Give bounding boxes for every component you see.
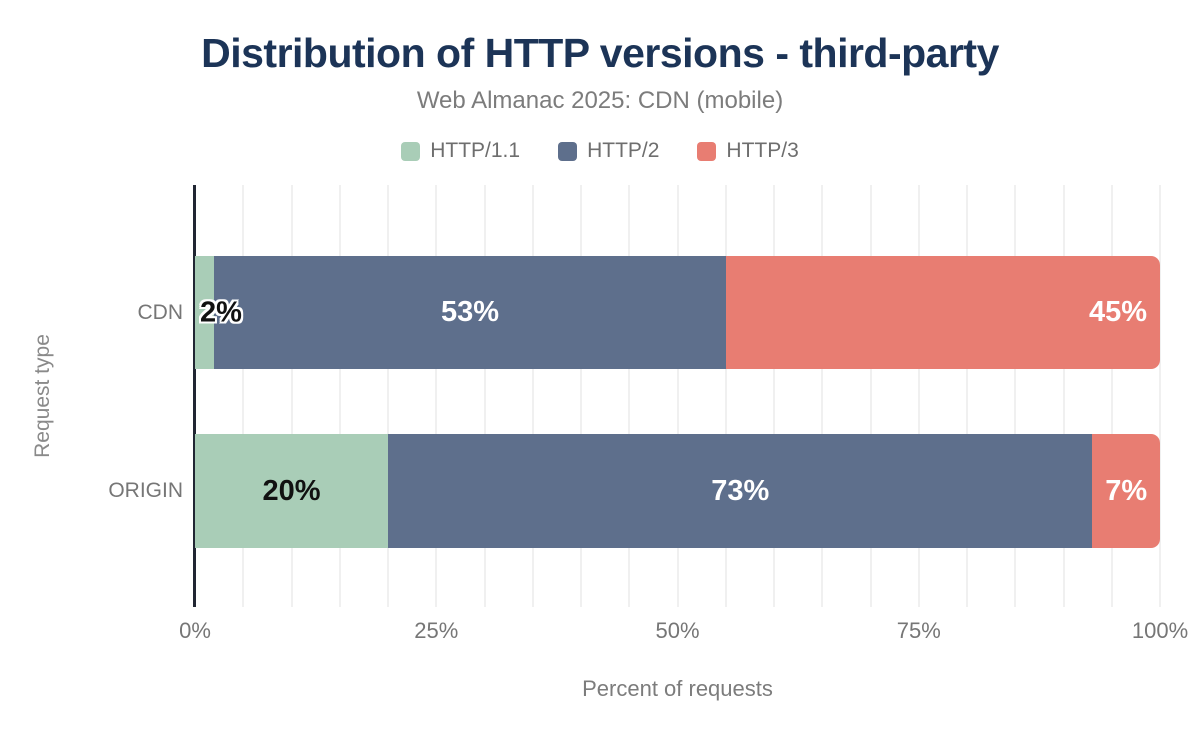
legend: HTTP/1.1 HTTP/2 HTTP/3 [0, 139, 1200, 163]
legend-label: HTTP/2 [587, 139, 660, 162]
bar-segments: 20% 73% 7% [195, 434, 1160, 548]
legend-item-http-1-1[interactable]: HTTP/1.1 [401, 139, 520, 163]
gridline [290, 185, 293, 607]
plot-area: CDN 2% 53% 45% ORIGIN 20% 73% 7% [108, 185, 1161, 607]
gridline [580, 185, 582, 607]
x-axis-ticks: 0% 25% 50% 75% 100% [179, 618, 1188, 648]
category-label-cdn: CDN [137, 300, 184, 324]
data-label: 2% [200, 296, 242, 328]
gridline [821, 185, 824, 607]
segment-cdn-http-2[interactable]: 53% [214, 256, 726, 369]
gridline [1014, 185, 1017, 607]
gridline [338, 185, 341, 607]
legend-item-http-3[interactable]: HTTP/3 [697, 139, 799, 163]
segment-origin-http-2[interactable]: 73% [388, 434, 1093, 548]
bar-row-cdn: CDN 2% 53% 45% [138, 256, 1160, 369]
segment-cdn-http-1-1[interactable]: 2% [195, 256, 242, 369]
legend-label: HTTP/1.1 [430, 139, 521, 162]
gridline [676, 185, 679, 607]
gridline [724, 185, 727, 607]
segment-origin-http-3[interactable]: 7% [1092, 434, 1160, 548]
chart-subtitle: Web Almanac 2025: CDN (mobile) [416, 87, 784, 114]
gridline [966, 185, 968, 607]
gridline [773, 185, 775, 607]
gridline [387, 185, 389, 607]
legend-item-http-2[interactable]: HTTP/2 [558, 139, 659, 163]
chart-title: Distribution of HTTP versions - third-pa… [201, 30, 999, 76]
bar-segments: 2% 53% 45% [195, 256, 1160, 369]
data-label: 53% [440, 296, 500, 328]
gridline [869, 185, 872, 607]
gridline [435, 185, 438, 607]
data-label: 45% [1088, 296, 1147, 328]
gridline [628, 185, 631, 607]
segment-origin-http-1-1[interactable]: 20% [195, 434, 388, 548]
gridline [242, 185, 245, 607]
data-label: 20% [262, 474, 321, 507]
data-label: 7% [1105, 474, 1148, 507]
gridline [1062, 185, 1065, 607]
gridline [1110, 185, 1113, 607]
gridline [483, 185, 486, 607]
legend-label: HTTP/3 [726, 139, 799, 162]
legend-swatch [558, 141, 578, 161]
legend-swatch [401, 141, 421, 161]
gridline [1159, 185, 1161, 607]
category-label-origin: ORIGIN [108, 479, 183, 502]
x-axis-title: Percent of requests [582, 676, 773, 701]
data-label: 73% [711, 474, 770, 507]
segment-cdn-http-3[interactable]: 45% [725, 256, 1160, 369]
x-tick-0: 0% [179, 618, 211, 643]
y-axis-line [193, 185, 196, 607]
x-tick-75: 75% [896, 618, 941, 643]
gridline [917, 185, 920, 607]
x-tick-50: 50% [655, 618, 700, 643]
x-tick-100: 100% [1131, 618, 1189, 643]
x-tick-25: 25% [414, 618, 459, 643]
y-axis-title: Request type [31, 334, 54, 458]
bar-row-origin: ORIGIN 20% 73% 7% [108, 434, 1160, 548]
gridline [531, 185, 534, 607]
legend-swatch [697, 141, 717, 161]
